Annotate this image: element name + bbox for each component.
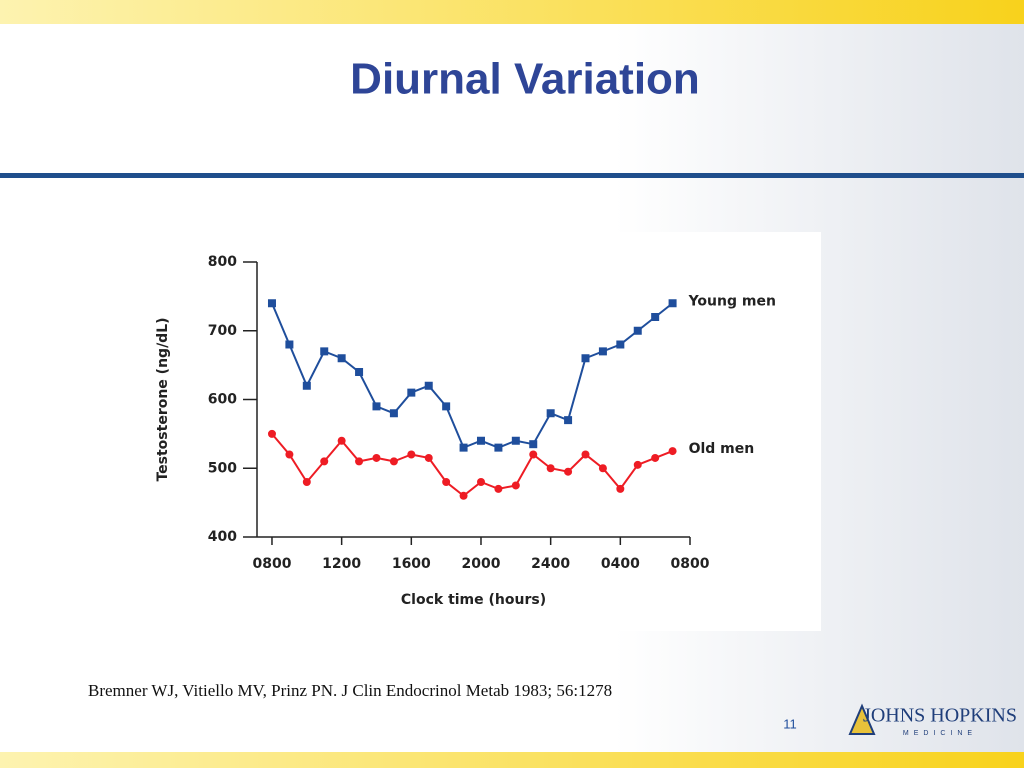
point bbox=[668, 447, 677, 456]
point bbox=[511, 436, 520, 445]
x-tick-label: 0800 bbox=[252, 556, 291, 572]
point bbox=[459, 491, 468, 500]
point bbox=[285, 450, 294, 459]
point bbox=[668, 299, 677, 308]
point bbox=[581, 354, 590, 363]
title-rule bbox=[0, 173, 1024, 178]
point bbox=[459, 443, 468, 452]
y-tick-label: 600 bbox=[208, 392, 237, 408]
x-tick-label: 1600 bbox=[392, 556, 431, 572]
point bbox=[476, 478, 485, 486]
point bbox=[389, 409, 398, 418]
x-tick-label: 1200 bbox=[322, 556, 361, 572]
logo-icon bbox=[848, 703, 876, 735]
legend-label: Old men bbox=[689, 441, 755, 457]
x-axis-label: Clock time (hours) bbox=[401, 592, 546, 608]
page-number: 11 bbox=[783, 716, 797, 731]
point bbox=[616, 340, 625, 349]
point bbox=[302, 478, 311, 486]
slide-title: Diurnal Variation bbox=[350, 55, 700, 104]
point bbox=[476, 436, 485, 445]
point bbox=[337, 436, 346, 445]
point bbox=[407, 450, 416, 459]
point bbox=[494, 484, 503, 493]
point bbox=[564, 467, 573, 476]
logo-sub: MEDICINE bbox=[903, 730, 977, 737]
point bbox=[529, 450, 538, 459]
point bbox=[546, 409, 555, 418]
x-tick-label: 2000 bbox=[462, 556, 501, 572]
point bbox=[633, 460, 642, 469]
point bbox=[442, 478, 451, 486]
point bbox=[651, 313, 660, 321]
y-tick-label: 700 bbox=[208, 323, 237, 339]
point bbox=[529, 440, 538, 449]
bottom-band bbox=[0, 752, 1024, 768]
legend-label: Young men bbox=[688, 293, 776, 309]
point bbox=[651, 453, 660, 462]
point bbox=[564, 416, 573, 425]
point bbox=[407, 388, 416, 397]
y-tick-label: 400 bbox=[208, 529, 237, 545]
point bbox=[267, 299, 276, 308]
x-tick-label: 0400 bbox=[601, 556, 640, 572]
point bbox=[598, 347, 607, 356]
point bbox=[494, 443, 503, 452]
point bbox=[355, 368, 364, 376]
point bbox=[337, 354, 346, 363]
x-tick-label: 0800 bbox=[671, 556, 710, 572]
point bbox=[546, 464, 555, 473]
point bbox=[633, 326, 642, 335]
point bbox=[355, 457, 364, 466]
point bbox=[616, 484, 625, 493]
point bbox=[442, 402, 451, 411]
point bbox=[424, 381, 433, 390]
point bbox=[285, 340, 294, 349]
y-axis-label: Testosterone (ng/dL) bbox=[155, 317, 171, 481]
citation: Bremner WJ, Vitiello MV, Prinz PN. J Cli… bbox=[88, 681, 612, 700]
y-tick-label: 800 bbox=[208, 254, 237, 270]
point bbox=[320, 347, 329, 356]
point bbox=[320, 457, 329, 466]
chart: 400 500 600 700 800 0800 1200 1600 2000 2400 0400 0… bbox=[155, 254, 776, 608]
point bbox=[267, 429, 276, 438]
point bbox=[389, 457, 398, 466]
point bbox=[372, 402, 381, 411]
point bbox=[372, 453, 381, 462]
point bbox=[424, 453, 433, 462]
x-tick-label: 2400 bbox=[531, 556, 570, 572]
point bbox=[581, 450, 590, 459]
y-tick-label: 500 bbox=[208, 460, 237, 476]
series-line bbox=[271, 433, 673, 498]
point bbox=[511, 481, 520, 490]
chart-panel bbox=[230, 232, 821, 631]
point bbox=[302, 381, 311, 390]
logo: JOHNS HOPKINS bbox=[863, 705, 1017, 727]
top-band bbox=[0, 0, 1024, 24]
point bbox=[598, 464, 607, 473]
